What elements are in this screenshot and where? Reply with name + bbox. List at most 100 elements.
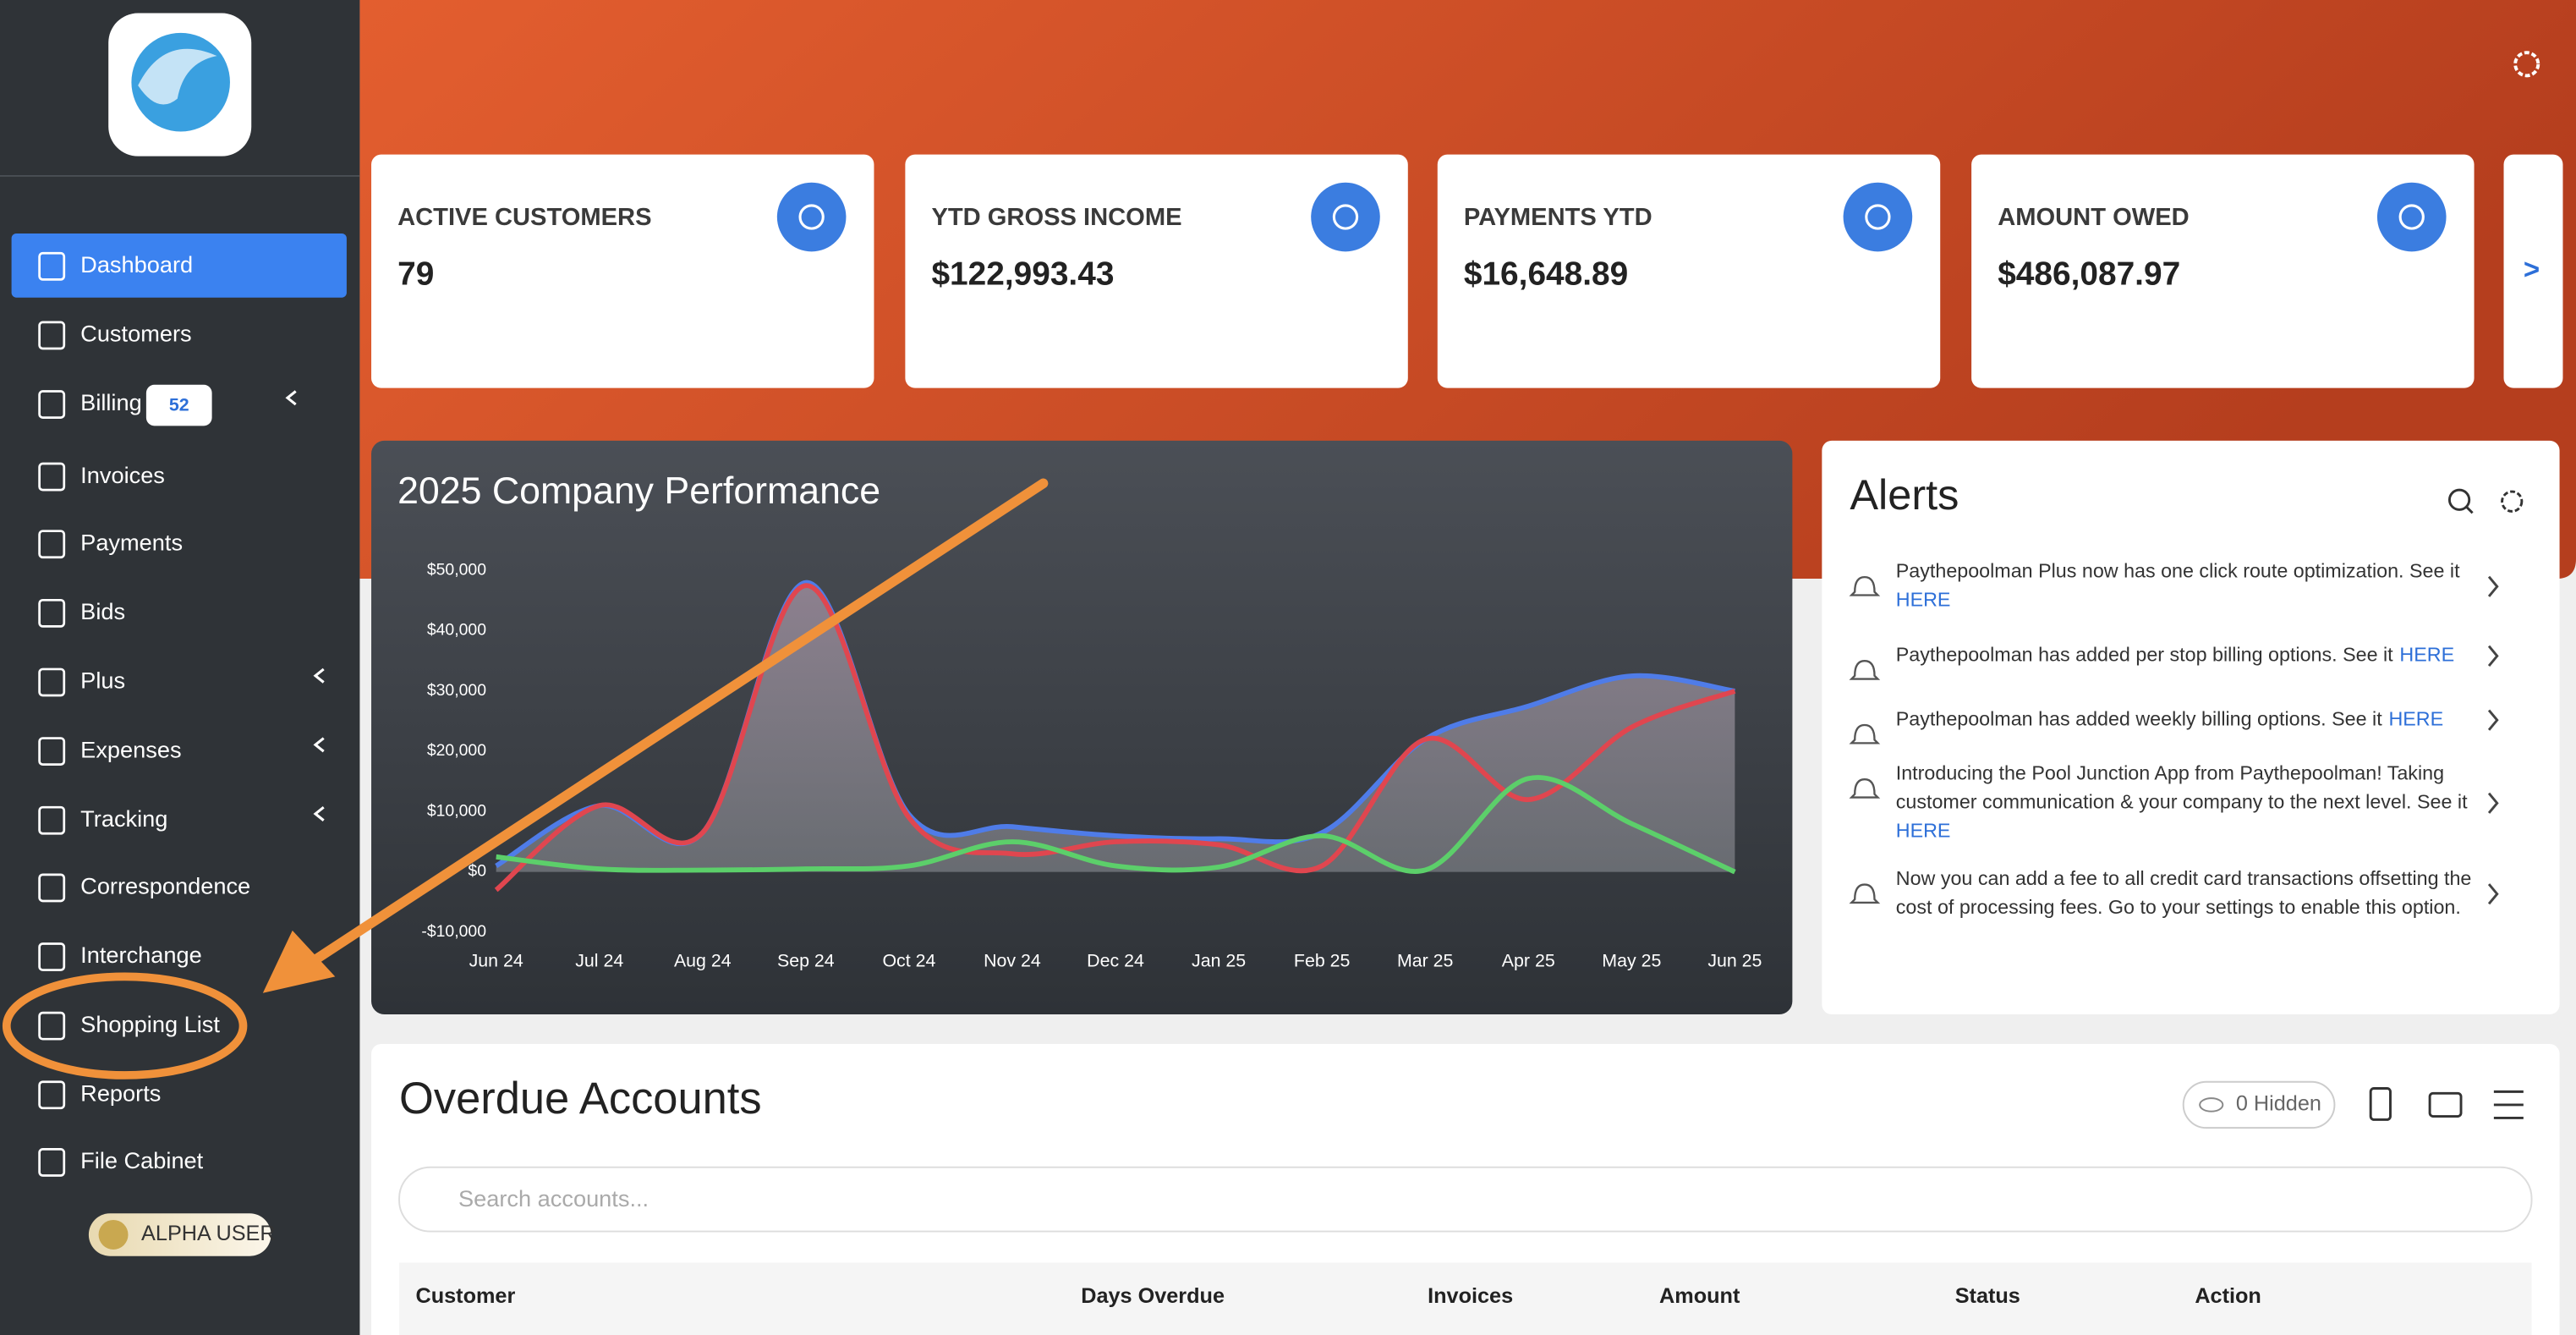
nav-item[interactable]: Correspondence — [80, 873, 250, 899]
bell-icon — [1849, 575, 1881, 596]
nav-item[interactable]: Tracking — [80, 805, 167, 832]
x-tick-label: Jul 24 — [575, 950, 623, 970]
nav-item[interactable]: Billing — [80, 389, 142, 415]
alert-text: Paythepoolman has added per stop billing… — [1896, 644, 2393, 666]
nav-chevron — [313, 737, 325, 753]
annotation-circle — [2, 972, 248, 1080]
nav-item[interactable]: Bids — [80, 598, 125, 624]
nav-item[interactable]: Dashboard — [80, 251, 193, 277]
bell-icon — [1849, 723, 1881, 744]
alert-chevron[interactable] — [2487, 709, 2499, 731]
y-tick-label: $0 — [468, 862, 486, 881]
eye-icon — [2199, 1097, 2224, 1112]
nav-icon — [38, 805, 66, 835]
column-header: Amount — [1659, 1284, 1740, 1308]
stat-icon — [2376, 182, 2447, 252]
y-tick-label: $50,000 — [427, 560, 486, 579]
nav-item[interactable]: Shopping List — [80, 1011, 220, 1037]
table-header — [399, 1262, 2532, 1335]
nav-item[interactable]: Expenses — [80, 736, 181, 762]
alert-link[interactable]: HERE — [2399, 644, 2454, 666]
stat-label: ACTIVE CUSTOMERS — [397, 204, 651, 231]
x-tick-label: Nov 24 — [984, 950, 1041, 970]
stat-icon-glyph — [1865, 204, 1891, 230]
header-settings[interactable] — [2513, 51, 2540, 78]
cards-next[interactable]: > — [2524, 253, 2540, 284]
mobile-icon[interactable] — [2369, 1087, 2392, 1121]
stat-card — [371, 154, 874, 388]
y-tick-label: $20,000 — [427, 741, 486, 760]
nav-icon — [38, 668, 66, 697]
search-icon[interactable] — [2447, 488, 2471, 511]
search-placeholder: Search accounts... — [458, 1185, 649, 1211]
stat-label: PAYMENTS YTD — [1464, 204, 1652, 231]
x-tick-label: Jun 25 — [1707, 950, 1762, 970]
stat-icon — [1311, 182, 1380, 252]
stat-card — [1437, 154, 1941, 388]
column-header: Days Overdue — [1081, 1284, 1225, 1308]
alert-link[interactable]: HERE — [1896, 588, 1951, 610]
stat-value: 79 — [397, 256, 434, 293]
nav-icon — [38, 251, 66, 281]
alert-chevron[interactable] — [2487, 792, 2499, 814]
alert-text: Introducing the Pool Junction App from P… — [1896, 761, 2444, 783]
nav-item[interactable]: Plus — [80, 668, 125, 694]
nav-chevron — [313, 668, 325, 684]
stat-icon-glyph — [798, 204, 825, 230]
y-tick-label: $40,000 — [427, 621, 486, 640]
stat-card — [905, 154, 1408, 388]
annotation-arrowhead — [262, 930, 336, 993]
alert-chevron[interactable] — [2487, 883, 2499, 905]
stat-icon — [1843, 182, 1913, 252]
search-box[interactable] — [398, 1166, 2533, 1233]
column-header: Action — [2195, 1284, 2261, 1308]
alert-text: Paythepoolman Plus now has one click rou… — [1896, 559, 2460, 581]
stat-value: $486,087.97 — [1998, 256, 2180, 293]
mail-icon[interactable] — [2428, 1091, 2463, 1118]
hidden-label: 0 Hidden — [2236, 1092, 2321, 1116]
y-tick-label: -$10,000 — [421, 922, 486, 941]
alert-text: Paythepoolman has added weekly billing o… — [1896, 707, 2382, 729]
nav-item[interactable]: Interchange — [80, 942, 202, 968]
x-tick-label: Jun 24 — [469, 950, 523, 970]
nav-item[interactable]: Invoices — [80, 462, 165, 488]
nav-item[interactable]: Customers — [80, 321, 191, 347]
filter-icon[interactable] — [2493, 1090, 2524, 1119]
user-badge-text: ALPHA USER — [141, 1222, 276, 1245]
alerts-title: Alerts — [1850, 470, 1959, 519]
bell-icon — [1849, 660, 1881, 680]
hidden-button[interactable] — [2182, 1080, 2336, 1129]
chart-title: 2025 Company Performance — [397, 470, 880, 512]
nav-item[interactable]: File Cabinet — [80, 1147, 203, 1173]
alert-link[interactable]: HERE — [2388, 707, 2443, 729]
nav-item[interactable]: Reports — [80, 1080, 161, 1106]
settings-icon[interactable] — [2501, 490, 2524, 513]
nav-chevron — [285, 390, 297, 406]
nav-icon — [38, 1080, 66, 1110]
y-tick-label: $30,000 — [427, 681, 486, 700]
nav-icon — [38, 737, 66, 766]
nav-icon — [38, 390, 66, 419]
annotation-arrow — [307, 478, 1049, 967]
alert-link[interactable]: HERE — [1896, 819, 1951, 841]
stat-card — [1971, 154, 2475, 388]
nav-icon — [38, 1148, 66, 1177]
overdue-title: Overdue Accounts — [399, 1074, 762, 1123]
series-line — [494, 583, 1736, 893]
stat-icon-glyph — [1332, 204, 1359, 230]
x-tick-label: Jan 25 — [1192, 950, 1246, 970]
x-tick-label: Aug 24 — [674, 950, 732, 970]
nav-chevron — [313, 805, 325, 821]
bell-icon — [1849, 777, 1881, 799]
nav-item[interactable]: Payments — [80, 529, 183, 555]
search-icon-handle — [2464, 505, 2474, 514]
x-tick-label: Apr 25 — [1502, 950, 1555, 970]
alert-text: customer communication & your company to… — [1896, 790, 2468, 812]
column-header: Customer — [415, 1284, 515, 1308]
nav-icon — [38, 873, 66, 903]
alert-chevron[interactable] — [2487, 575, 2499, 597]
stat-card-partial — [2503, 154, 2563, 388]
alert-chevron[interactable] — [2487, 645, 2499, 667]
stat-value: $16,648.89 — [1464, 256, 1628, 293]
